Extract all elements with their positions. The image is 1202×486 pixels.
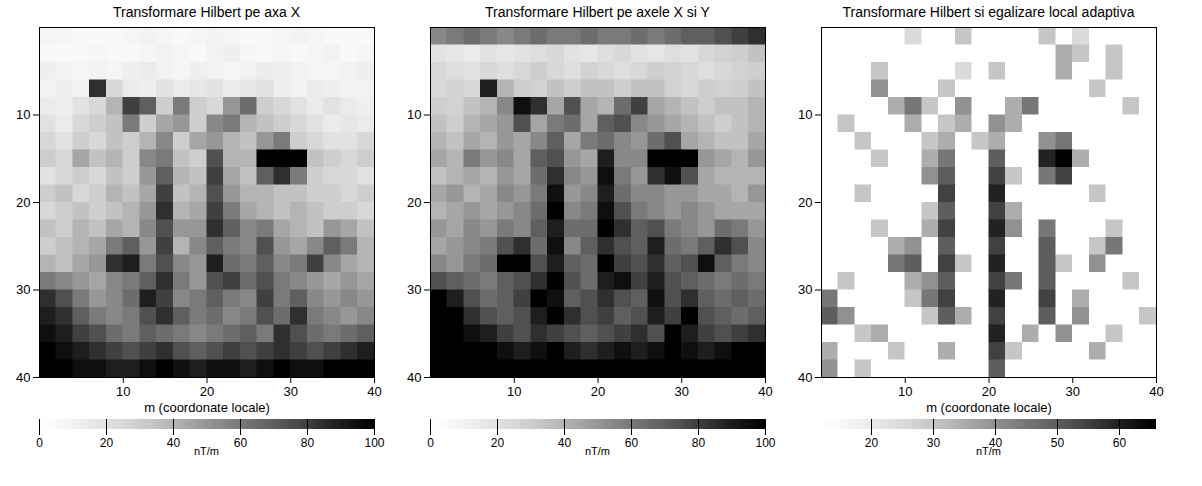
svg-text:30: 30 <box>675 384 689 399</box>
svg-text:30: 30 <box>284 384 298 399</box>
svg-text:40: 40 <box>798 370 812 385</box>
svg-text:20: 20 <box>100 436 114 450</box>
svg-text:40: 40 <box>167 436 181 450</box>
svg-text:20: 20 <box>491 436 505 450</box>
svg-text:20: 20 <box>982 384 996 399</box>
svg-text:40: 40 <box>16 370 30 385</box>
svg-text:0: 0 <box>427 436 434 450</box>
svg-text:40: 40 <box>367 384 381 399</box>
svg-text:40: 40 <box>1149 384 1163 399</box>
html-text:nT/m: nT/m <box>194 445 219 457</box>
html-text:Transformare Hilbert si egaliz: Transformare Hilbert si egalizare local … <box>842 4 1135 20</box>
svg-text:60: 60 <box>1113 436 1127 450</box>
svg-text:10: 10 <box>898 384 912 399</box>
svg-text:80: 80 <box>692 436 706 450</box>
svg-text:40: 40 <box>758 384 772 399</box>
svg-text:0: 0 <box>36 436 43 450</box>
html-text:nT/m: nT/m <box>976 445 1001 457</box>
svg-text:m (coordonate locale): m (coordonate locale) <box>926 400 1052 415</box>
svg-text:60: 60 <box>234 436 248 450</box>
svg-text:50: 50 <box>1051 436 1065 450</box>
svg-text:80: 80 <box>301 436 315 450</box>
svg-text:40: 40 <box>988 435 1003 450</box>
svg-text:10: 10 <box>798 107 812 122</box>
svg-text:20: 20 <box>200 384 214 399</box>
svg-text:20: 20 <box>407 195 421 210</box>
svg-text:30: 30 <box>407 282 421 297</box>
svg-text:40: 40 <box>558 436 572 450</box>
svg-text:20: 20 <box>16 195 30 210</box>
svg-text:30: 30 <box>16 282 30 297</box>
svg-text:100: 100 <box>364 436 384 450</box>
html-text:Transformare Hilbert pe axa X: Transformare Hilbert pe axa X <box>113 4 300 20</box>
svg-text:10: 10 <box>407 107 421 122</box>
svg-text:100: 100 <box>755 436 775 450</box>
svg-text:30: 30 <box>1066 384 1080 399</box>
html-text:nT/m: nT/m <box>585 445 610 457</box>
svg-text:20: 20 <box>798 195 812 210</box>
svg-text:10: 10 <box>507 384 521 399</box>
svg-text:30: 30 <box>798 282 812 297</box>
svg-text:40: 40 <box>407 370 421 385</box>
svg-text:10: 10 <box>116 384 130 399</box>
svg-text:m (coordonate locale): m (coordonate locale) <box>144 400 270 415</box>
svg-text:10: 10 <box>16 107 30 122</box>
svg-text:60: 60 <box>625 436 639 450</box>
svg-text:20: 20 <box>591 384 605 399</box>
svg-text:30: 30 <box>927 436 941 450</box>
html-text:Transformare Hilbert pe axele: Transformare Hilbert pe axele X si Y <box>485 4 710 20</box>
svg-text:20: 20 <box>865 436 879 450</box>
